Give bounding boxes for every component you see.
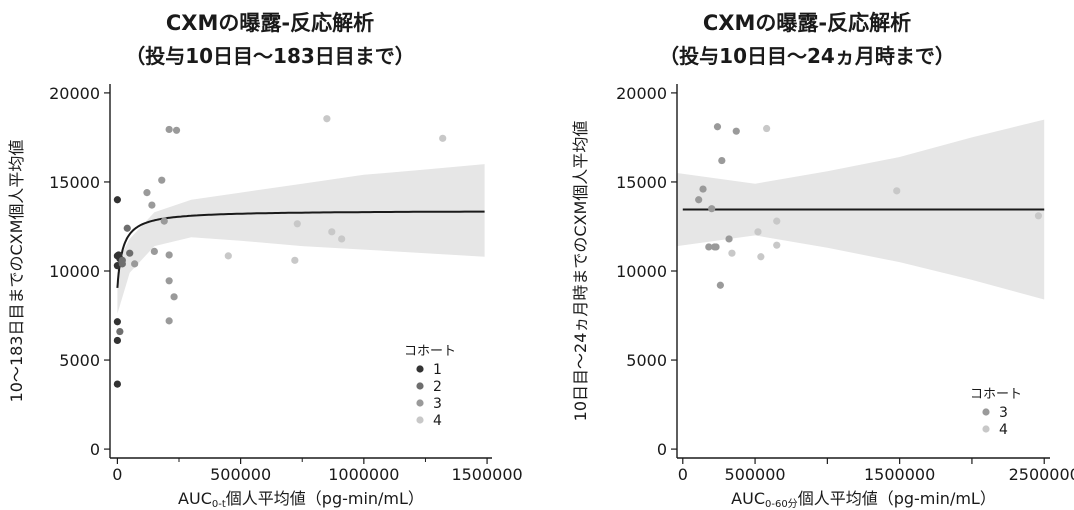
x-tick-label: 1500000	[864, 465, 935, 484]
chart-subtitle: （投与10日目～183日目まで）	[125, 44, 415, 68]
x-tick-label: 500000	[725, 465, 786, 484]
fit-curve	[116, 210, 485, 288]
y-tick-label: 20000	[49, 84, 100, 103]
y-tick-label: 5000	[626, 351, 667, 370]
data-point-cohort-4	[754, 228, 762, 236]
data-point-cohort-4	[728, 249, 736, 257]
data-point-cohort-2	[118, 256, 126, 264]
x-axis-label: AUC0-60分個人平均値（pg-min/mL）	[731, 489, 996, 510]
data-point-cohort-3	[718, 156, 726, 165]
legend-marker-4	[982, 425, 990, 433]
data-point-cohort-3	[143, 189, 151, 197]
data-point-cohort-3	[716, 281, 724, 289]
data-point-cohort-3	[150, 247, 158, 256]
data-point-cohort-2	[116, 327, 124, 336]
legend-label: 2	[433, 379, 442, 395]
data-point-cohort-3	[148, 201, 156, 209]
legend-marker-3	[982, 408, 990, 416]
x-axis-label: AUC0-t個人平均値（pg-min/mL）	[178, 489, 424, 510]
legend-title: コホート	[970, 387, 1022, 402]
legend-marker-1	[416, 365, 424, 373]
confidence-band	[117, 164, 485, 314]
data-point-cohort-1	[113, 336, 121, 345]
data-point-cohort-4	[763, 124, 771, 133]
data-point-cohort-4	[773, 241, 781, 249]
data-point-cohort-3	[713, 123, 722, 131]
data-point-cohort-2	[123, 224, 131, 232]
data-point-cohort-3	[695, 196, 703, 204]
data-point-cohort-3	[708, 205, 716, 213]
data-point-cohort-4	[1034, 212, 1043, 220]
legend-label: 3	[433, 396, 442, 412]
legend-marker-4	[416, 416, 424, 424]
chart-panel-cohort-1-4: CXMの曝露-反応解析 （投与10日目～183日目まで） 0 5000 10000 1…	[7, 11, 523, 510]
y-axis-label: 10日目～24ヵ月時までのCXM個人平均値	[571, 121, 590, 422]
data-point-cohort-4	[323, 115, 331, 123]
legend-title: コホート	[404, 344, 456, 359]
y-tick-label: 0	[657, 440, 667, 459]
data-point-cohort-3	[172, 126, 181, 134]
data-point-cohort-3	[158, 176, 166, 184]
data-point-cohort-4	[893, 187, 901, 195]
y-tick-label: 10000	[49, 262, 100, 281]
x-tick-label: 2500000	[1009, 465, 1074, 484]
x-tick-label: 500000	[210, 465, 271, 484]
x-tick-label: 0	[678, 465, 688, 484]
y-tick-label: 5000	[59, 351, 100, 370]
data-point-cohort-3	[712, 243, 720, 251]
y-tick-label: 20000	[616, 84, 667, 103]
data-point-cohort-3	[165, 317, 173, 325]
data-point-cohort-3	[699, 185, 707, 193]
data-point-cohort-4	[439, 134, 447, 142]
y-tick-label: 0	[90, 440, 100, 459]
data-point-cohort-4	[328, 228, 336, 236]
data-point-cohort-3	[160, 217, 168, 225]
data-point-cohort-3	[165, 251, 173, 259]
legend-label: 1	[433, 362, 442, 378]
chart-panel-cohort-3-4: CXMの曝露-反応解析 （投与10日目～24ヵ月時まで） 0 5000 10000 1…	[540, 0, 1074, 510]
data-point-cohort-4	[773, 217, 781, 225]
x-tick-label: 1000000	[328, 465, 399, 484]
data-point-cohort-4	[757, 253, 765, 261]
chart-title: CXMの曝露-反応解析	[702, 11, 912, 35]
y-tick-label: 15000	[616, 173, 667, 192]
x-tick-label: 1500000	[451, 465, 522, 484]
chart-subtitle: （投与10日目～24ヵ月時まで）	[659, 44, 955, 68]
data-point-cohort-3	[165, 277, 173, 285]
legend-marker-3	[416, 399, 424, 407]
data-point-cohort-4	[291, 256, 299, 264]
data-point-cohort-3	[725, 235, 733, 243]
y-axis-label: 10～183日目までのCXM個人平均値	[7, 140, 26, 403]
y-tick-label: 10000	[616, 262, 667, 281]
legend-label: 3	[999, 405, 1008, 421]
data-point-cohort-4	[338, 235, 346, 243]
data-point-cohort-3	[732, 127, 740, 135]
chart-title: CXMの曝露-反応解析	[165, 11, 375, 35]
legend-marker-2	[416, 382, 424, 390]
chart-plot: 0 5000 10000 15000 20000 0 500000 1500000 250000…	[571, 84, 1074, 510]
chart-plot: 0 5000 10000 15000 20000 0 500000 1000000 150000…	[7, 84, 523, 510]
data-point-cohort-3	[170, 293, 178, 301]
data-point-cohort-3	[165, 125, 173, 134]
x-tick-label: 0	[112, 465, 122, 484]
data-point-cohort-3	[131, 260, 139, 268]
legend-label: 4	[433, 413, 442, 429]
data-point-cohort-1	[113, 380, 121, 388]
data-point-cohort-1	[113, 318, 121, 326]
data-point-cohort-4	[293, 220, 301, 228]
data-point-cohort-1	[113, 196, 121, 204]
data-point-cohort-4	[224, 252, 232, 260]
data-point-cohort-2	[126, 249, 134, 257]
data-point-cohort-3	[705, 243, 713, 251]
y-tick-label: 15000	[49, 173, 100, 192]
legend-label: 4	[999, 422, 1008, 438]
